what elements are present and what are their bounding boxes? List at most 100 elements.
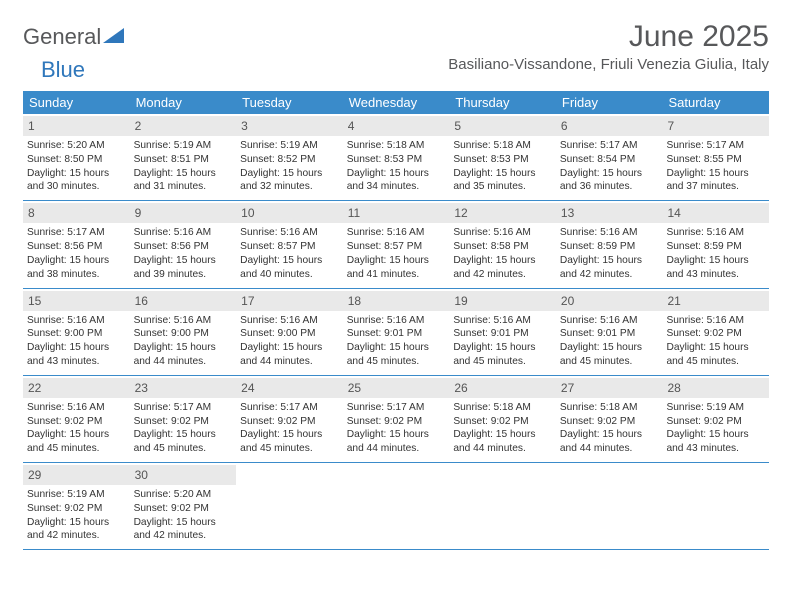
calendar-day: 21Sunrise: 5:16 AMSunset: 9:02 PMDayligh… [662,289,769,375]
daylight-line: and 45 minutes. [666,355,765,369]
calendar-day: 13Sunrise: 5:16 AMSunset: 8:59 PMDayligh… [556,201,663,287]
sunrise-line: Sunrise: 5:17 AM [347,401,446,415]
calendar: Sunday Monday Tuesday Wednesday Thursday… [23,91,769,550]
calendar-week: 29Sunrise: 5:19 AMSunset: 9:02 PMDayligh… [23,463,769,550]
sunset-line: Sunset: 9:00 PM [240,327,339,341]
calendar-day [662,463,769,549]
daylight-line: and 42 minutes. [453,268,552,282]
calendar-day: 11Sunrise: 5:16 AMSunset: 8:57 PMDayligh… [343,201,450,287]
logo-word1: General [23,24,101,50]
calendar-day [343,463,450,549]
sunrise-line: Sunrise: 5:16 AM [666,226,765,240]
calendar-day: 10Sunrise: 5:16 AMSunset: 8:57 PMDayligh… [236,201,343,287]
sunset-line: Sunset: 9:02 PM [453,415,552,429]
calendar-day: 4Sunrise: 5:18 AMSunset: 8:53 PMDaylight… [343,114,450,200]
day-number: 22 [23,378,130,398]
sunrise-line: Sunrise: 5:18 AM [347,139,446,153]
sunrise-line: Sunrise: 5:16 AM [27,401,126,415]
calendar-day: 19Sunrise: 5:16 AMSunset: 9:01 PMDayligh… [449,289,556,375]
weekday-tue: Tuesday [236,91,343,114]
sunset-line: Sunset: 8:56 PM [134,240,233,254]
day-number: 13 [556,203,663,223]
sunset-line: Sunset: 8:57 PM [240,240,339,254]
calendar-week: 1Sunrise: 5:20 AMSunset: 8:50 PMDaylight… [23,114,769,201]
daylight-line: and 44 minutes. [560,442,659,456]
sunset-line: Sunset: 9:00 PM [27,327,126,341]
daylight-line: Daylight: 15 hours [134,428,233,442]
calendar-day [449,463,556,549]
daylight-line: Daylight: 15 hours [27,516,126,530]
daylight-line: and 45 minutes. [240,442,339,456]
daylight-line: Daylight: 15 hours [453,341,552,355]
sunset-line: Sunset: 9:01 PM [560,327,659,341]
daylight-line: Daylight: 15 hours [453,428,552,442]
sunset-line: Sunset: 9:02 PM [27,502,126,516]
daylight-line: and 35 minutes. [453,180,552,194]
sunrise-line: Sunrise: 5:16 AM [347,314,446,328]
sunset-line: Sunset: 8:59 PM [560,240,659,254]
daylight-line: Daylight: 15 hours [453,254,552,268]
calendar-day: 1Sunrise: 5:20 AMSunset: 8:50 PMDaylight… [23,114,130,200]
weekday-header: Sunday Monday Tuesday Wednesday Thursday… [23,91,769,114]
sunrise-line: Sunrise: 5:16 AM [560,314,659,328]
day-number: 24 [236,378,343,398]
daylight-line: Daylight: 15 hours [347,428,446,442]
sunset-line: Sunset: 9:01 PM [347,327,446,341]
daylight-line: and 38 minutes. [27,268,126,282]
day-number: 15 [23,291,130,311]
calendar-day: 16Sunrise: 5:16 AMSunset: 9:00 PMDayligh… [130,289,237,375]
daylight-line: and 31 minutes. [134,180,233,194]
sunrise-line: Sunrise: 5:18 AM [560,401,659,415]
daylight-line: and 45 minutes. [560,355,659,369]
title-block: June 2025 Basiliano-Vissandone, Friuli V… [448,20,769,73]
daylight-line: Daylight: 15 hours [347,341,446,355]
daylight-line: and 42 minutes. [560,268,659,282]
sunrise-line: Sunrise: 5:17 AM [240,401,339,415]
sunrise-line: Sunrise: 5:16 AM [666,314,765,328]
day-number: 25 [343,378,450,398]
day-number: 6 [556,116,663,136]
calendar-day: 20Sunrise: 5:16 AMSunset: 9:01 PMDayligh… [556,289,663,375]
daylight-line: Daylight: 15 hours [453,167,552,181]
sunset-line: Sunset: 8:59 PM [666,240,765,254]
logo: General [23,24,126,50]
day-number: 12 [449,203,556,223]
daylight-line: and 34 minutes. [347,180,446,194]
day-number: 3 [236,116,343,136]
calendar-day: 18Sunrise: 5:16 AMSunset: 9:01 PMDayligh… [343,289,450,375]
calendar-body: 1Sunrise: 5:20 AMSunset: 8:50 PMDaylight… [23,114,769,550]
daylight-line: and 45 minutes. [347,355,446,369]
daylight-line: Daylight: 15 hours [666,428,765,442]
daylight-line: and 41 minutes. [347,268,446,282]
sunset-line: Sunset: 8:53 PM [453,153,552,167]
sunset-line: Sunset: 9:01 PM [453,327,552,341]
sunset-line: Sunset: 9:02 PM [240,415,339,429]
sunrise-line: Sunrise: 5:17 AM [560,139,659,153]
daylight-line: and 42 minutes. [27,529,126,543]
sunrise-line: Sunrise: 5:20 AM [134,488,233,502]
sunrise-line: Sunrise: 5:19 AM [666,401,765,415]
sunset-line: Sunset: 9:02 PM [666,327,765,341]
sunrise-line: Sunrise: 5:19 AM [134,139,233,153]
weekday-sun: Sunday [23,91,130,114]
day-number: 7 [662,116,769,136]
daylight-line: and 30 minutes. [27,180,126,194]
day-number: 27 [556,378,663,398]
sunrise-line: Sunrise: 5:16 AM [347,226,446,240]
day-number: 5 [449,116,556,136]
day-number: 14 [662,203,769,223]
daylight-line: and 32 minutes. [240,180,339,194]
day-number: 20 [556,291,663,311]
calendar-day: 23Sunrise: 5:17 AMSunset: 9:02 PMDayligh… [130,376,237,462]
sunset-line: Sunset: 8:56 PM [27,240,126,254]
calendar-day: 29Sunrise: 5:19 AMSunset: 9:02 PMDayligh… [23,463,130,549]
sunrise-line: Sunrise: 5:17 AM [666,139,765,153]
sunset-line: Sunset: 9:02 PM [134,415,233,429]
daylight-line: and 36 minutes. [560,180,659,194]
weekday-fri: Friday [556,91,663,114]
daylight-line: Daylight: 15 hours [666,254,765,268]
day-number: 1 [23,116,130,136]
daylight-line: and 45 minutes. [134,442,233,456]
day-number: 9 [130,203,237,223]
calendar-day [236,463,343,549]
